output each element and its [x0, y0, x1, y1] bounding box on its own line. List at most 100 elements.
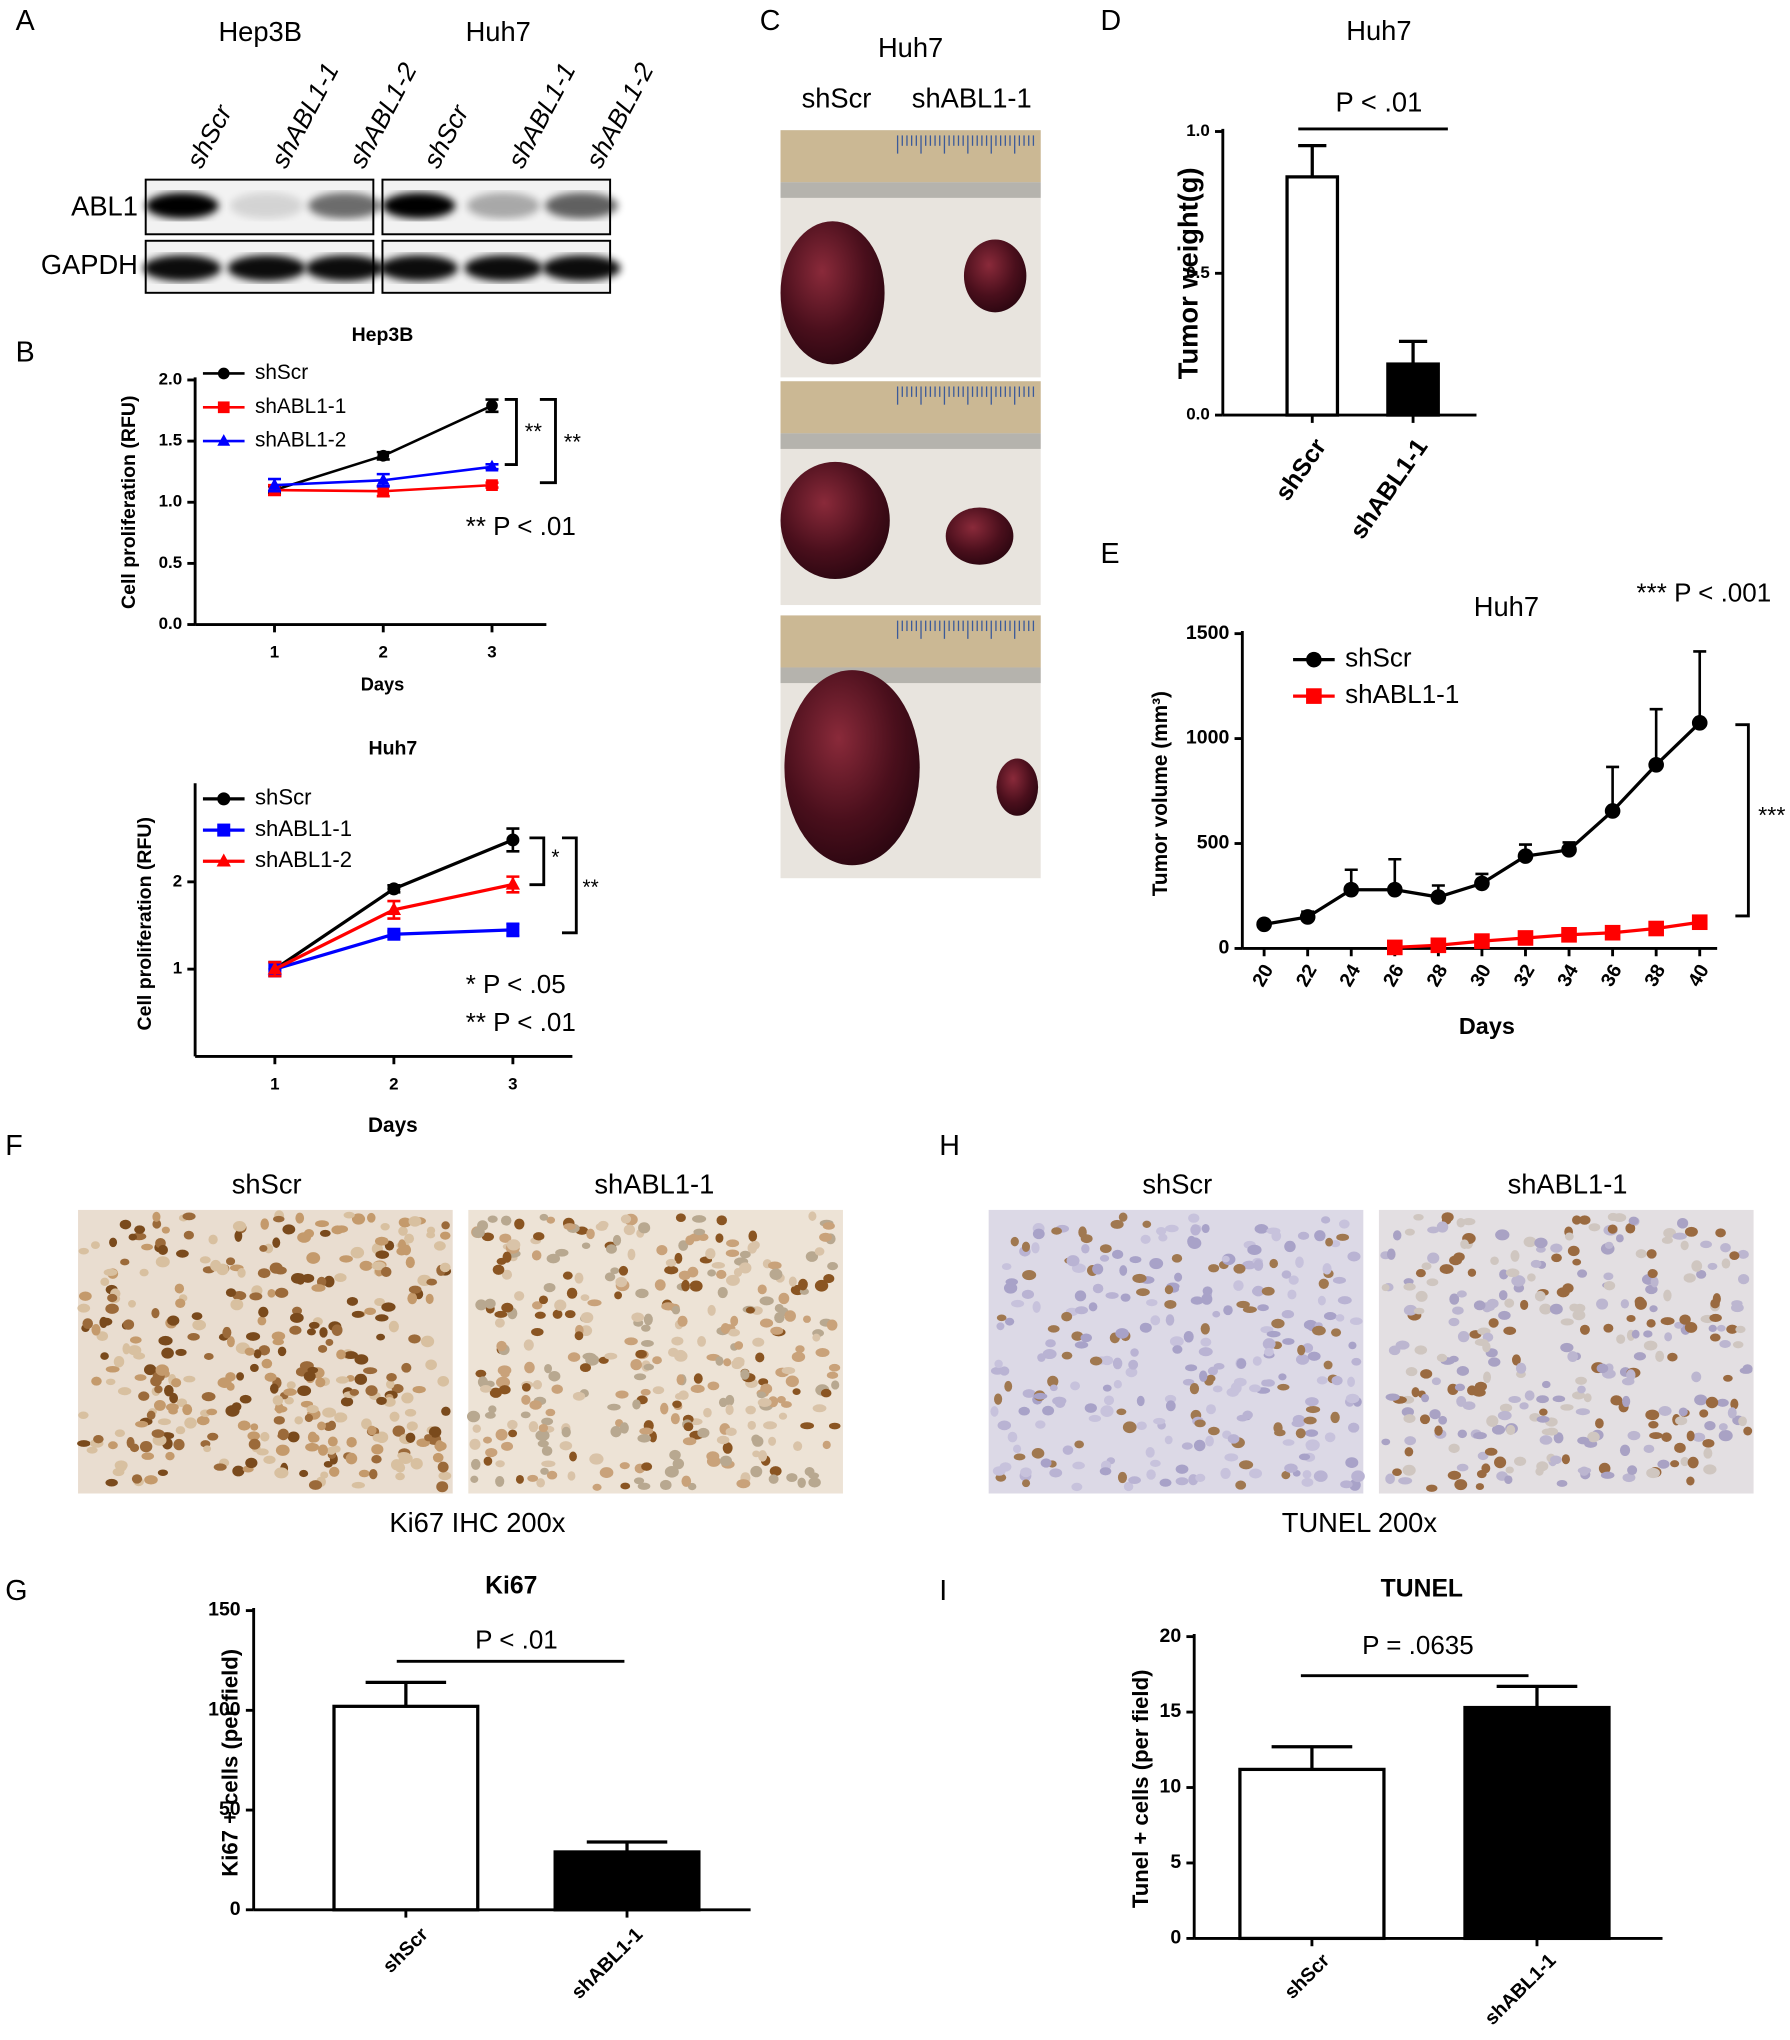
marker — [1691, 914, 1708, 931]
annotation: P < .01 — [475, 1625, 558, 1655]
cell — [1486, 1415, 1499, 1427]
lane-label: shABL1-1 — [501, 58, 581, 173]
cell — [1099, 1467, 1112, 1476]
cell — [1313, 1470, 1328, 1482]
cell — [335, 1376, 349, 1384]
cell — [1456, 1290, 1467, 1298]
cell — [1534, 1237, 1548, 1249]
cell — [1686, 1430, 1695, 1442]
cell — [1012, 1444, 1022, 1454]
cell — [272, 1338, 284, 1346]
cell — [1511, 1275, 1526, 1287]
cell — [1560, 1342, 1574, 1353]
cell — [165, 1451, 175, 1461]
cell — [1182, 1378, 1195, 1386]
cell — [1426, 1484, 1438, 1492]
group-label: shABL1-1 — [1508, 1169, 1628, 1200]
cell — [1696, 1269, 1707, 1279]
cell — [514, 1218, 525, 1230]
cell — [175, 1426, 186, 1435]
cell — [213, 1463, 227, 1471]
cell — [1456, 1463, 1469, 1472]
cell — [670, 1413, 680, 1425]
cell — [1233, 1280, 1244, 1291]
cell — [361, 1418, 372, 1430]
cell — [1403, 1414, 1416, 1423]
marker — [1306, 688, 1322, 704]
cell — [1474, 1338, 1489, 1346]
cell — [182, 1212, 196, 1221]
cell — [665, 1258, 677, 1267]
cell — [492, 1264, 505, 1275]
cell — [239, 1394, 252, 1404]
cell — [797, 1477, 806, 1488]
cell — [675, 1349, 686, 1359]
cell — [725, 1249, 740, 1257]
cell — [1221, 1255, 1230, 1263]
cell — [308, 1480, 323, 1490]
cell — [552, 1309, 563, 1319]
cell — [441, 1221, 450, 1230]
annotation: ** — [583, 876, 599, 899]
cell — [1405, 1367, 1418, 1377]
cell — [1386, 1248, 1396, 1260]
cell — [1139, 1322, 1152, 1333]
cell — [1680, 1240, 1689, 1251]
cell — [1208, 1426, 1220, 1436]
cell — [484, 1411, 496, 1419]
marker — [1430, 889, 1447, 905]
cell — [778, 1412, 788, 1420]
marker — [1517, 848, 1534, 864]
marker — [387, 882, 401, 896]
cell — [203, 1445, 212, 1453]
cell — [671, 1336, 684, 1346]
cell — [1434, 1425, 1443, 1436]
x-tick-label: 1 — [270, 1075, 279, 1094]
y-tick-label: 50 — [219, 1798, 241, 1820]
cell — [90, 1241, 100, 1249]
cell — [1185, 1364, 1198, 1372]
cell — [1515, 1362, 1527, 1374]
marker — [267, 961, 283, 975]
cell — [1498, 1290, 1508, 1301]
cell — [497, 1365, 512, 1376]
cell — [299, 1469, 309, 1478]
marker — [1343, 881, 1360, 898]
photo-title: Huh7 — [878, 32, 943, 63]
cell — [1395, 1340, 1410, 1350]
cell — [598, 1220, 609, 1229]
cell — [1508, 1395, 1521, 1404]
cell — [1731, 1300, 1743, 1308]
cell — [184, 1417, 197, 1429]
cell — [1534, 1290, 1546, 1302]
cell — [315, 1220, 329, 1228]
cell — [1738, 1416, 1747, 1427]
marker — [485, 459, 499, 472]
cell — [1403, 1304, 1418, 1316]
cell — [545, 1408, 556, 1417]
cell — [248, 1438, 261, 1450]
y-axis-label: Cell proliferation (RFU) — [118, 396, 140, 609]
cell — [675, 1213, 686, 1223]
cell — [374, 1297, 385, 1307]
cell — [389, 1411, 400, 1422]
cell — [1569, 1303, 1580, 1312]
cell — [1171, 1254, 1183, 1263]
cell — [1520, 1299, 1529, 1310]
cell — [139, 1268, 149, 1277]
cell — [826, 1371, 839, 1379]
x-axis-label: Days — [1459, 1013, 1515, 1039]
cell — [752, 1337, 765, 1347]
cell — [336, 1349, 346, 1360]
cell — [716, 1435, 730, 1445]
cell — [91, 1324, 101, 1336]
x-tick-label: 2 — [389, 1075, 398, 1094]
cell — [1490, 1256, 1499, 1266]
error-bar — [1693, 650, 1707, 723]
blot-band — [230, 192, 304, 219]
cell — [367, 1212, 376, 1223]
cell — [425, 1359, 437, 1371]
cell — [768, 1474, 779, 1484]
x-tick-label: 20 — [1248, 961, 1278, 991]
cell — [225, 1372, 236, 1382]
